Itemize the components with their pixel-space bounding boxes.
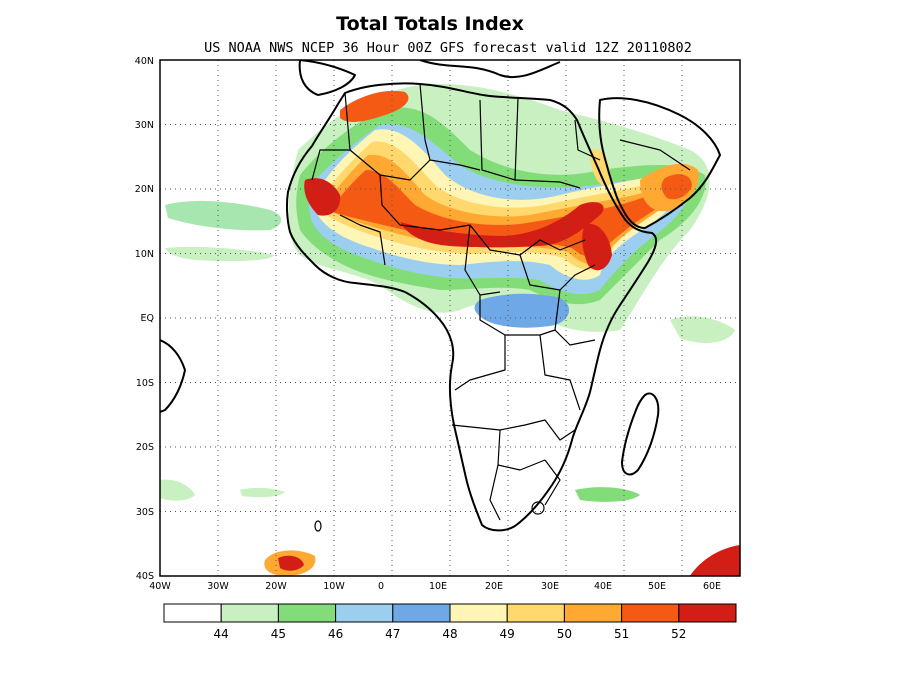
brazil-coastline	[160, 339, 186, 413]
contour-band-52-westafrica	[304, 178, 341, 216]
country-borders	[311, 83, 691, 532]
legend-label: 47	[385, 627, 400, 641]
arabia-coastline	[598, 97, 721, 229]
iberia-coastline	[298, 60, 356, 96]
total-totals-field	[160, 84, 740, 576]
legend-label: 49	[500, 627, 515, 641]
map-subtitle: US NOAA NWS NCEP 36 Hour 00Z GFS forecas…	[204, 40, 692, 56]
legend-swatch	[163, 603, 222, 623]
contour-band-southeast	[690, 545, 740, 576]
lat-label-30n: 30N	[135, 120, 154, 131]
legend-swatch	[678, 603, 737, 623]
legend-label: 44	[214, 627, 229, 641]
contour-band-east-green	[670, 316, 735, 343]
lat-label-20s: 20S	[136, 442, 154, 453]
legend-swatch	[277, 603, 337, 623]
legend-label: 51	[614, 627, 629, 641]
lat-label-eq: EQ	[141, 313, 154, 324]
lat-label-10s: 10S	[136, 378, 154, 389]
lon-label-60e: 60E	[703, 581, 721, 592]
contour-band-52-core	[400, 202, 604, 248]
legend-swatch	[392, 603, 451, 623]
contour-band-48	[474, 293, 570, 328]
legend-label: 46	[328, 627, 343, 641]
lon-label-10e: 10E	[429, 581, 447, 592]
latitude-labels: 40N 30N 20N 10N EQ 10S 20S 30S 40S	[135, 56, 154, 582]
map-title: Total Totals Index	[336, 13, 524, 35]
lon-label-20e: 20E	[485, 581, 503, 592]
legend-label: 50	[557, 627, 572, 641]
contour-band-southwest-core	[278, 555, 304, 571]
legend-swatch	[449, 603, 508, 623]
contour-band-52-ethiopia	[582, 224, 612, 271]
lon-label-40e: 40E	[594, 581, 612, 592]
contour-band-sw-green2	[240, 487, 285, 498]
lon-label-30e: 30E	[541, 581, 559, 592]
lon-label-30w: 30W	[207, 581, 229, 592]
lon-label-40w: 40W	[149, 581, 171, 592]
legend-label: 52	[671, 627, 686, 641]
legend-swatch	[506, 603, 565, 623]
lon-label-0: 0	[378, 581, 384, 592]
contour-band-sw-green	[160, 479, 195, 501]
color-legend: 44 45 46 47 48 49 50 51 52	[163, 603, 737, 641]
lat-label-20n: 20N	[135, 184, 154, 195]
coastlines	[160, 60, 721, 532]
lon-label-10w: 10W	[323, 581, 345, 592]
map-frame	[159, 59, 741, 577]
madagascar-coastline	[621, 392, 660, 476]
africa-coastline	[285, 82, 658, 532]
lat-label-30s: 30S	[136, 507, 154, 518]
lon-label-20w: 20W	[265, 581, 287, 592]
mediterranean-north-coast	[419, 60, 561, 79]
contour-band-52-sahara	[340, 90, 409, 122]
legend-swatch	[563, 603, 623, 623]
contour-band-45-atlantic	[165, 200, 282, 231]
lat-label-40n: 40N	[135, 56, 154, 67]
legend-swatch	[220, 603, 279, 623]
legend-swatch	[621, 603, 680, 623]
legend-swatch	[335, 603, 394, 623]
legend-label: 48	[442, 627, 457, 641]
lon-label-50e: 50E	[648, 581, 666, 592]
legend-label: 45	[271, 627, 286, 641]
lat-label-40s: 40S	[136, 571, 154, 582]
contour-band-52-arabia	[661, 174, 692, 200]
lat-label-10n: 10N	[135, 249, 154, 260]
longitude-labels: 40W 30W 20W 10W 0 10E 20E 30E 40E 50E 60…	[149, 581, 721, 592]
